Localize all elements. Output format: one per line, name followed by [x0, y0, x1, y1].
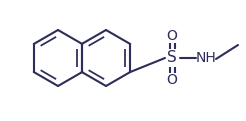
Text: NH: NH [196, 51, 216, 65]
Text: S: S [167, 50, 177, 65]
Text: O: O [167, 73, 177, 87]
Text: O: O [167, 29, 177, 43]
